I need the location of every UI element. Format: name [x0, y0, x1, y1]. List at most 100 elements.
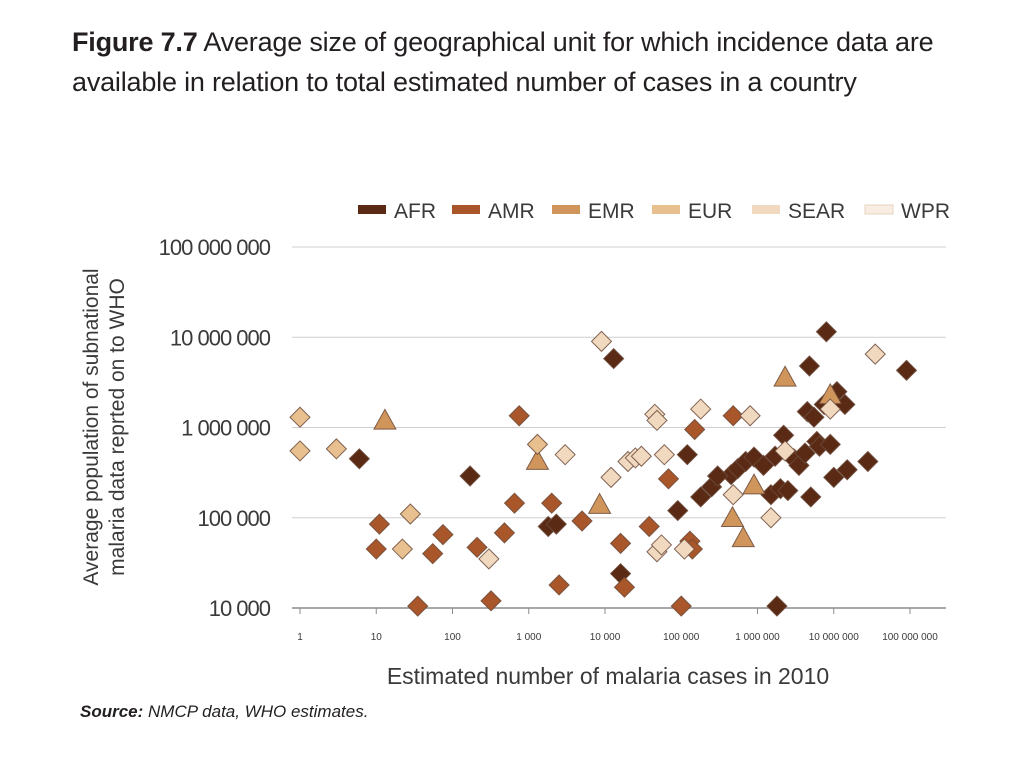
point-eur	[289, 406, 311, 428]
point-afr	[798, 355, 821, 377]
point-afr	[348, 448, 371, 470]
y-axis-label-line-1: Average population of subnational	[80, 268, 103, 585]
point-afr	[690, 486, 712, 508]
y-tick-label: 100 000 000	[159, 235, 271, 260]
point-eur	[391, 538, 414, 560]
point-sear	[650, 534, 673, 556]
x-tick-label: 100	[444, 632, 461, 643]
point-sear	[739, 405, 761, 427]
point-afr	[836, 459, 858, 481]
point-afr	[766, 595, 788, 617]
figure-number: Figure 7.7	[72, 27, 198, 57]
y-tick-label: 10 000 000	[170, 325, 271, 350]
point-emr	[373, 408, 397, 430]
point-afr	[676, 443, 698, 466]
point-emr	[525, 448, 550, 470]
point-eur	[399, 503, 422, 525]
y-tick-label: 100 000	[197, 506, 270, 531]
figure-title-text: Average size of geographical unit for wh…	[72, 27, 934, 97]
legend-label-eur: EUR	[688, 200, 732, 223]
point-amr	[432, 523, 454, 546]
point-sear	[630, 445, 653, 467]
x-tick-label: 1 000 000	[735, 632, 780, 643]
point-eur	[289, 440, 311, 462]
point-sear	[653, 443, 676, 466]
x-axis-label: Estimated number of malaria cases in 201…	[387, 663, 829, 689]
point-sear	[600, 466, 622, 489]
point-sear	[760, 507, 782, 529]
grid-lines	[292, 246, 946, 614]
point-sear	[690, 398, 712, 420]
point-amr	[683, 418, 706, 441]
point-sear	[554, 443, 576, 466]
point-sear	[673, 538, 696, 560]
legend: AFR AMR EMR EUR SEAR WPR	[358, 200, 950, 223]
x-tick-label: 100 000 000	[882, 632, 938, 643]
legend-label-afr: AFR	[394, 200, 436, 223]
point-sear	[478, 548, 500, 570]
point-eur	[526, 433, 549, 456]
point-amr	[368, 513, 391, 535]
point-emr	[731, 525, 756, 548]
x-tick-label: 10 000	[590, 632, 621, 643]
y-axis-label-line-2: malaria data reprted on to WHO	[106, 278, 129, 576]
legend-label-emr: EMR	[588, 200, 635, 223]
point-afr	[819, 433, 841, 456]
tick-labels: 10 000 100 000 1 000 000 10 000 000 100 000 …	[159, 235, 939, 643]
point-afr	[602, 347, 625, 370]
point-afr	[803, 406, 825, 428]
legend-swatch-afr	[358, 205, 386, 214]
point-amr	[657, 468, 680, 490]
legend-swatch-amr	[452, 205, 480, 214]
legend-swatch-sear	[752, 205, 780, 214]
point-amr	[421, 542, 444, 565]
point-amr	[407, 595, 429, 617]
point-afr	[667, 499, 689, 522]
point-amr	[638, 515, 660, 538]
point-afr	[815, 321, 838, 343]
point-eur	[325, 438, 348, 460]
point-afr	[800, 486, 822, 508]
x-tick-label: 10 000 000	[809, 632, 859, 643]
y-tick-label: 10 000	[209, 596, 271, 621]
point-sear	[774, 440, 796, 462]
point-amr	[548, 574, 570, 596]
point-amr	[571, 510, 593, 532]
point-afr	[706, 465, 729, 487]
point-emr	[587, 492, 612, 514]
point-amr	[503, 492, 526, 514]
figure-title: Figure 7.7 Average size of geographical …	[72, 22, 952, 102]
point-sear	[646, 409, 668, 432]
point-emr	[773, 365, 797, 387]
x-tick-label: 10	[371, 632, 383, 643]
point-sear	[864, 343, 886, 365]
source-label: Source:	[80, 702, 144, 721]
x-tick-label: 1 000	[516, 632, 541, 643]
point-amr	[508, 405, 530, 427]
x-tick-label: 100 000	[663, 632, 700, 643]
x-tick-label: 1	[297, 632, 303, 643]
point-amr	[540, 492, 563, 514]
point-sear	[819, 398, 841, 420]
legend-swatch-emr	[552, 205, 580, 214]
source-note: Source: NMCP data, WHO estimates.	[80, 702, 368, 722]
legend-label-wpr: WPR	[901, 200, 950, 223]
point-afr	[857, 450, 879, 473]
point-afr	[777, 479, 799, 502]
point-amr	[365, 538, 387, 560]
point-amr	[670, 595, 692, 617]
point-emr	[720, 505, 745, 528]
point-afr	[823, 466, 845, 489]
point-sear	[590, 330, 613, 353]
point-amr	[609, 532, 632, 555]
point-afr	[794, 442, 816, 464]
point-amr	[480, 590, 502, 612]
legend-swatch-eur	[652, 205, 680, 214]
legend-swatch-wpr	[864, 204, 894, 215]
point-sear	[722, 484, 744, 506]
point-afr	[895, 359, 918, 382]
point-emr	[742, 473, 766, 495]
y-tick-label: 1 000 000	[181, 416, 271, 441]
data-points	[289, 321, 918, 617]
